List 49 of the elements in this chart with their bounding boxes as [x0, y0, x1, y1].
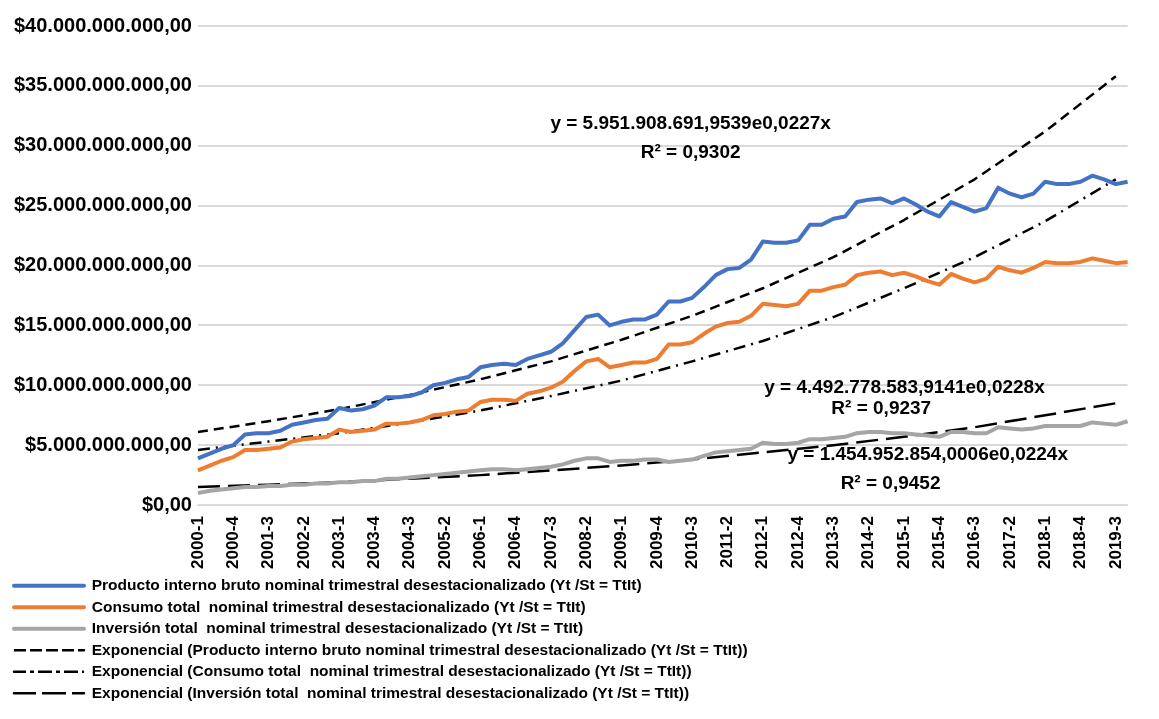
x-tick-label: 2008-2 [575, 516, 595, 569]
x-tick-label: 2004-3 [399, 516, 419, 569]
y-tick-label: $10.000.000.000,00 [14, 372, 192, 395]
x-tick-label: 2003-4 [364, 515, 384, 569]
line-series [196, 75, 1118, 434]
y-tick-label: $40.000.000.000,00 [14, 13, 192, 36]
x-tick-label: 2011-2 [717, 516, 737, 569]
x-tick-label: 2009-4 [646, 515, 666, 569]
y-tick-label: $30.000.000.000,00 [14, 133, 192, 156]
x-tick-label: 2010-3 [681, 516, 701, 569]
x-tick-label: 2012-1 [752, 516, 772, 569]
x-tick-label: 2019-3 [1105, 516, 1125, 569]
x-tick-label: 2014-2 [858, 516, 878, 569]
y-tick-label: $0,00 [141, 492, 192, 515]
legend-label: Exponencial (Producto interno bruto nominal trimestral desestacionalizado (Yt /St = TtIt)) [91, 640, 748, 658]
annotation: R² = 0,9452 [840, 471, 941, 493]
legend-label: Exponencial (Inversión total nominal trimestral desestacionalizado (Yt /St = TtIt)) [91, 683, 690, 701]
x-tick-label: 2002-2 [293, 516, 313, 569]
x-tick-label: 2013-3 [823, 516, 843, 569]
y-tick-label: $35.000.000.000,00 [14, 73, 192, 96]
x-tick-label: 2015-4 [929, 515, 948, 569]
x-tick-label: 2001-3 [258, 516, 278, 569]
annotation: R² = 0,9237 [831, 397, 932, 419]
x-tick-label: 2006-4 [505, 515, 525, 569]
x-tick-label: 2000-1 [187, 516, 207, 569]
x-tick-label: 2018-1 [1034, 516, 1054, 569]
x-tick-label: 2003-1 [328, 516, 348, 569]
x-tick-label: 2015-1 [893, 516, 913, 569]
y-tick-label: $15.000.000.000,00 [14, 312, 192, 335]
x-tick-label: 2016-3 [964, 516, 984, 569]
y-tick-label: $25.000.000.000,00 [14, 193, 192, 216]
x-tick-label: 2005-2 [434, 516, 454, 569]
x-tick-label: 2018-4 [1070, 515, 1090, 569]
annotation: y = 4.492.778.583,9141e0,0228x [764, 375, 1046, 397]
legend-label: Consumo total nominal trimestral desestacionalizado (Yt /St = TtIt) [91, 597, 586, 615]
annotation: R² = 0,9302 [640, 141, 741, 163]
x-tick-label: 2017-2 [999, 516, 1019, 569]
x-tick-label: 2006-1 [470, 516, 490, 569]
x-tick-label: 2012-4 [787, 515, 807, 569]
legend-label: Exponencial (Consumo total nominal trimestral desestacionalizado (Yt /St = TtIt)) [91, 662, 692, 680]
legend-label: Producto interno bruto nominal trimestral desestacionalizado (Yt /St = TtIt) [91, 576, 642, 594]
legend-label: Inversión total nominal trimestral desestacionalizado (Yt /St = TtIt) [91, 619, 584, 637]
x-tick-label: 2000-4 [222, 515, 242, 569]
x-tick-label: 2007-3 [540, 516, 560, 569]
y-tick-label: $20.000.000.000,00 [14, 253, 192, 276]
y-tick-label: $5.000.000.000,00 [25, 432, 192, 455]
annotation: y = 5.951.908.691,9539e0,0227x [550, 112, 832, 134]
annotation: y = 1.454.952.854,0006e0,0224x [787, 443, 1069, 464]
x-tick-label: 2009-1 [611, 516, 631, 569]
